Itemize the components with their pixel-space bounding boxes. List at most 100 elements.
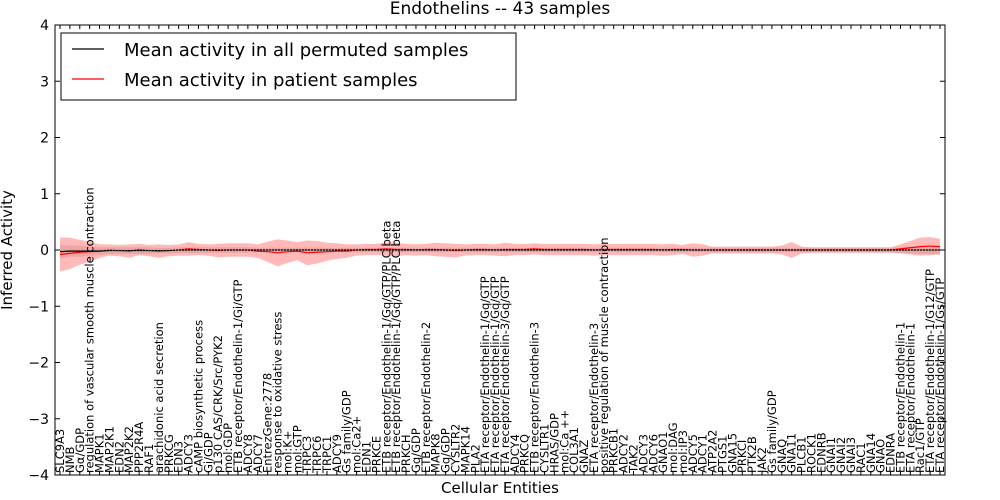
entity-label: PPP2R4A bbox=[132, 422, 146, 473]
entity-label: PRKCE bbox=[369, 436, 383, 473]
entity-label: p130 CAS/CRK/Src/PYK2 bbox=[211, 335, 225, 473]
entity-label: TAK2 bbox=[626, 444, 640, 474]
entity-label: Gq/GDP bbox=[409, 428, 423, 473]
entity-label: COL3A1 bbox=[567, 427, 581, 473]
entity-label: PRKCI bbox=[735, 440, 749, 473]
entity-label: GNAO bbox=[874, 439, 888, 473]
entity-label: PLA2 bbox=[468, 444, 482, 473]
entity-label: RAC1 bbox=[854, 442, 868, 473]
entity-label: CYSLTR2 bbox=[449, 424, 463, 473]
x-axis-title: Cellular Entities bbox=[441, 479, 559, 497]
entity-label: ATP2A2 bbox=[706, 430, 720, 473]
legend-label-patient: Mean activity in patient samples bbox=[124, 70, 418, 91]
entity-label: PRKCQ bbox=[518, 434, 532, 473]
entity-label: PTGS1 bbox=[715, 436, 729, 474]
entity-label: ETA receptor/Endothelin-1 bbox=[903, 323, 917, 473]
entity-label: PRKCH bbox=[399, 434, 413, 473]
entity-label: cAMP biosynthetic process bbox=[191, 320, 205, 473]
entity-label: GNAZ bbox=[577, 440, 591, 473]
entity-label: ADCY3 bbox=[636, 434, 650, 473]
entity-label: mol:GTP bbox=[290, 425, 304, 473]
entity-label: Gs family/GDP bbox=[340, 390, 354, 473]
y-tick-label: −4 bbox=[28, 468, 49, 484]
entity-label: mol:Ca2+ bbox=[350, 416, 364, 473]
entity-label: MAP2K1 bbox=[102, 426, 116, 473]
entity-label: EDN2 bbox=[112, 441, 126, 473]
entity-label: TRPC6 bbox=[310, 436, 324, 474]
entity-label: MAPK1 bbox=[93, 433, 107, 473]
entity-label: regulation of vascular smooth muscle con… bbox=[83, 187, 97, 473]
entity-label: GNAI1 bbox=[824, 437, 838, 473]
entity-label: GNAQ bbox=[775, 439, 789, 473]
entity-label: JAK2 bbox=[755, 447, 769, 474]
entity-label: ADCY8 bbox=[241, 434, 255, 473]
legend: Mean activity in all permuted samples Me… bbox=[60, 32, 517, 101]
entity-label: ADCY7 bbox=[251, 434, 265, 473]
band-series-1 bbox=[60, 237, 940, 272]
entity-label: mol:K+ bbox=[280, 431, 294, 474]
entity-label: GNA11 bbox=[785, 433, 799, 473]
entity-label: ETB receptor/Endothelin-2 bbox=[419, 322, 433, 473]
y-tick-label: 0 bbox=[40, 243, 49, 259]
entity-label: ETB receptor/Endothelin-3 bbox=[528, 322, 542, 473]
entity-label: ETA receptor/Endothelin-1/Gq/GTP bbox=[478, 276, 492, 473]
entity-label: ADCY6 bbox=[646, 434, 660, 473]
entity-label: SLC9A3 bbox=[53, 429, 67, 473]
y-tick-label: 1 bbox=[40, 187, 49, 203]
entity-label: PLCB1 bbox=[795, 436, 809, 473]
y-tick-label: 2 bbox=[40, 131, 49, 147]
entity-label: ETA receptor/Endothelin-1/G12/GTP bbox=[923, 269, 937, 473]
entity-label: GNA15 bbox=[725, 433, 739, 473]
entity-label: ETB receptor/Endothelin-1/Gi/GTP bbox=[231, 279, 245, 473]
entity-label: MAP2K2 bbox=[122, 426, 136, 473]
entity-label: PTK2B bbox=[745, 436, 759, 473]
entity-label: EDNRB bbox=[814, 432, 828, 473]
entity-label: arachidonic acid secretion bbox=[152, 322, 166, 473]
entity-label: PRKCB1 bbox=[607, 428, 621, 473]
entity-label: TRPC1 bbox=[320, 436, 334, 474]
entity-label: ADCY2 bbox=[617, 434, 631, 473]
entity-label: Gi/GDP bbox=[201, 432, 215, 473]
entity-label: ADCY3 bbox=[182, 434, 196, 473]
entity-label: mol:GDP bbox=[221, 423, 235, 473]
entity-label: Gα/GDP bbox=[73, 428, 87, 473]
entity-label: ETB receptor/Endothelin-1/Gq/GTP/PLC bet… bbox=[389, 221, 403, 473]
entity-label: NMB bbox=[63, 446, 77, 473]
chart-title: Endothelins -- 43 samples bbox=[390, 0, 611, 19]
confidence-bands bbox=[60, 237, 940, 272]
entity-label: ADCY5 bbox=[686, 434, 700, 473]
entity-label: Gs family/GDP bbox=[765, 390, 779, 473]
entity-label: positive regulation of muscle contractio… bbox=[597, 237, 611, 473]
entity-label: EDNRA bbox=[884, 433, 898, 473]
x-axis-ticks bbox=[59, 25, 941, 475]
entity-label: PRKCG bbox=[162, 434, 176, 473]
entity-label: MAPK8 bbox=[429, 433, 443, 473]
entity-label: ADCY9 bbox=[330, 434, 344, 473]
entity-label: GNAI2 bbox=[834, 437, 848, 473]
legend-box bbox=[60, 32, 517, 101]
entity-label: TRPC3 bbox=[300, 436, 314, 474]
y-axis-title: Inferred Activity bbox=[0, 190, 16, 310]
entity-label: mol:DAG bbox=[666, 422, 680, 473]
entity-label: RAF1 bbox=[142, 444, 156, 473]
entity-label: EDN3 bbox=[172, 441, 186, 473]
entity-label: Gq/GDP bbox=[439, 428, 453, 473]
entity-label: EntrezGene:2778 bbox=[261, 373, 275, 473]
entity-label: ETB receptor/Endothelin-1/Gq/GTP/PLC bet… bbox=[379, 221, 393, 473]
entity-label: EDN1 bbox=[360, 441, 374, 473]
entity-label: HRAS/GDP bbox=[547, 413, 561, 473]
entity-label: ETA receptor/Endothelin-1/Gq/GTP bbox=[488, 276, 502, 473]
entity-label: ADCY1 bbox=[696, 434, 710, 473]
entity-label: ETB receptor/Endothelin-1 bbox=[893, 322, 907, 473]
entity-label: mol:Ca ++ bbox=[557, 410, 571, 473]
y-axis-ticks: −4 −3 −2 −1 0 1 2 3 4 bbox=[28, 18, 945, 484]
entity-label: ROCK1 bbox=[804, 433, 818, 473]
y-tick-label: −1 bbox=[28, 299, 49, 315]
y-tick-label: −3 bbox=[28, 412, 49, 428]
entity-label: ETA receptor/Endothelin-3 bbox=[587, 323, 601, 473]
entity-label: GNAO1 bbox=[656, 431, 670, 473]
entity-label: ETA receptor/Endothelin-1/Gs/GTP bbox=[933, 278, 947, 473]
entity-label: ADCY4 bbox=[508, 434, 522, 473]
